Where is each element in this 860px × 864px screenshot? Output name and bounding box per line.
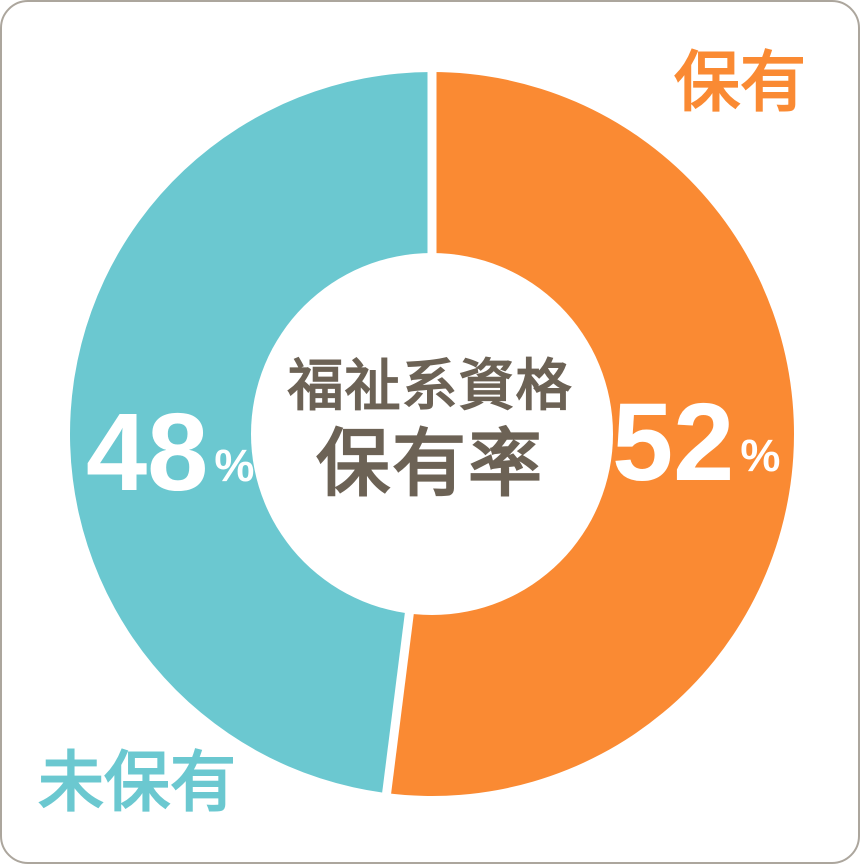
donut-hole xyxy=(251,253,613,615)
percent-sign: % xyxy=(214,440,255,491)
donut-segment-not-hold xyxy=(69,71,432,794)
segment-value-hold-number: 52 xyxy=(612,381,735,504)
segment-value-not-hold: 48% xyxy=(86,398,254,508)
segment-value-hold: 52% xyxy=(612,388,780,498)
segment-label-not-hold: 未保有 xyxy=(38,744,236,821)
percent-sign: % xyxy=(740,430,781,481)
segment-value-not-hold-number: 48 xyxy=(86,391,209,514)
segment-label-hold: 保有 xyxy=(674,44,806,121)
